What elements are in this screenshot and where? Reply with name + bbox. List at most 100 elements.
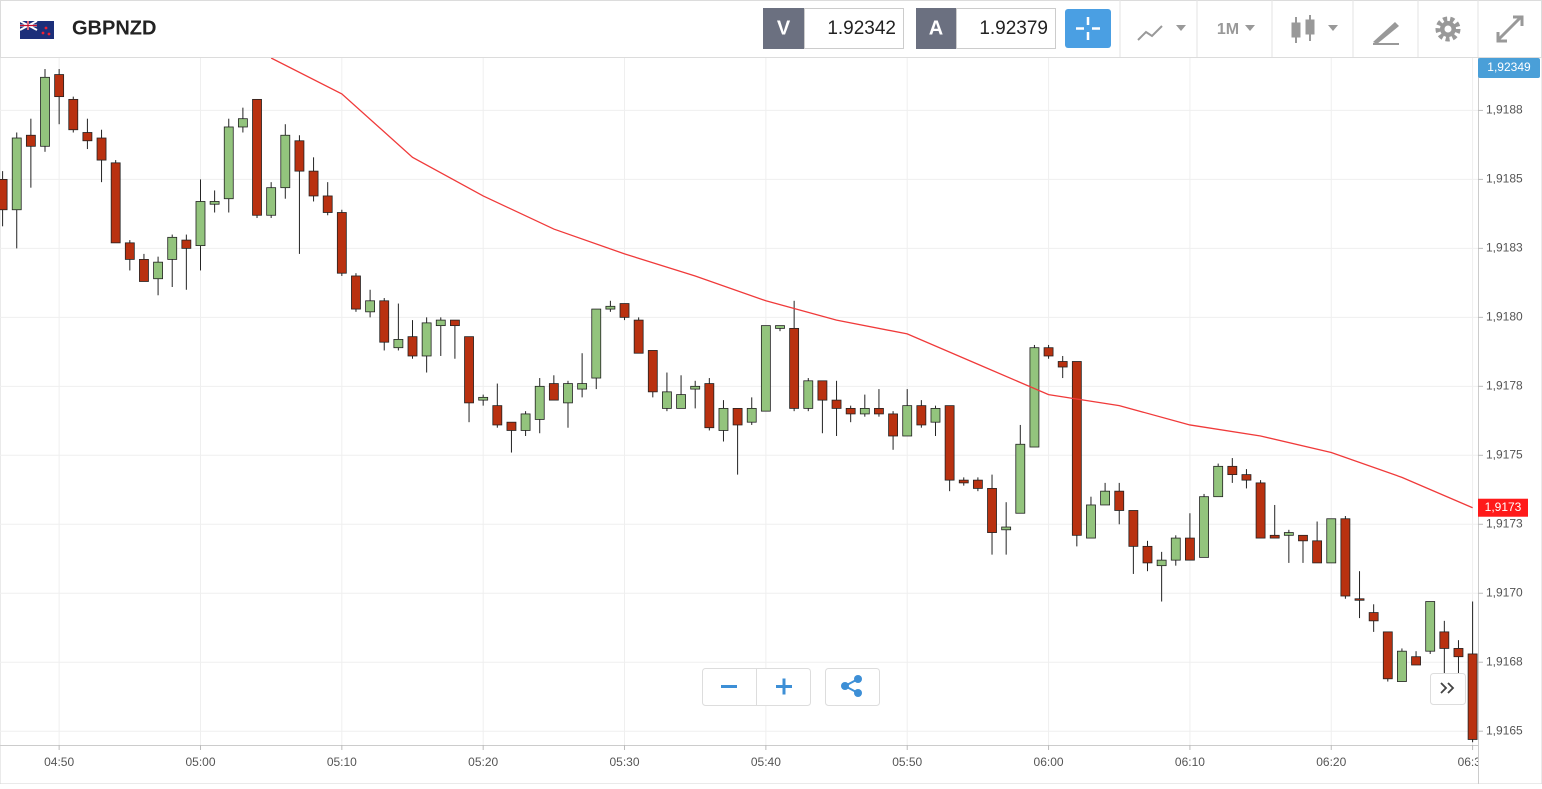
x-tick-label: 06:10 (1175, 755, 1205, 769)
candle-body (209, 201, 220, 205)
x-axis: 04:50 05:00 05:10 05:20 05:30 05:40 05:50 06:00… (44, 745, 1488, 769)
candle-body (393, 339, 404, 349)
candle-body (859, 407, 870, 415)
candle-body (82, 132, 93, 142)
separators (1119, 0, 1479, 57)
candle-body (1015, 443, 1026, 514)
candle-body (1397, 650, 1407, 682)
candle-body (322, 195, 333, 213)
bid-box[interactable] (804, 8, 904, 49)
moving-average (270, 58, 1473, 509)
timeframe-button[interactable]: 1M (1217, 21, 1255, 38)
candle-body (662, 391, 672, 409)
candle-body (266, 187, 277, 216)
candle-body (704, 383, 715, 429)
candle-body (450, 319, 460, 327)
candle-body (676, 394, 686, 409)
symbol: GBPNZD (72, 17, 156, 39)
candle-body (534, 385, 545, 420)
x-tick-label: 06:30 (1458, 755, 1488, 769)
candle-body (1298, 534, 1308, 542)
candle-body (1170, 537, 1181, 561)
candle-body (1086, 504, 1096, 539)
candle-body (577, 383, 588, 390)
candle-body (421, 322, 432, 357)
candle-body (124, 242, 135, 260)
y-tick-label: 1,9175 (1486, 447, 1523, 461)
candle-body (1382, 631, 1393, 680)
candle-body (379, 300, 390, 343)
candle-body (1227, 465, 1238, 476)
flag (19, 20, 54, 39)
candle-body (407, 336, 418, 357)
candle-body (732, 407, 743, 426)
ask-box[interactable] (956, 8, 1056, 49)
zoom-in-button[interactable] (776, 678, 792, 695)
candle-body (1467, 653, 1478, 740)
candle-body (874, 407, 884, 415)
draw-button[interactable] (1373, 22, 1399, 45)
candle-body (690, 385, 701, 390)
y-tick-label: 1,9185 (1486, 172, 1523, 186)
candle-body (153, 261, 163, 280)
candle-body (548, 383, 559, 401)
zoom-controls (702, 668, 1466, 706)
candle-body (1255, 482, 1266, 539)
y-tick-label: 1,9173 (1486, 516, 1523, 530)
last-price-tag (1478, 58, 1540, 78)
candle-body (1453, 648, 1464, 658)
chart-type-button[interactable] (1137, 25, 1186, 41)
x-tick-label: 06:20 (1316, 755, 1346, 769)
candle-body (789, 327, 800, 409)
candle-body (506, 421, 517, 431)
candle-body (1100, 490, 1110, 506)
plot-area (0, 58, 1478, 743)
candle-body (0, 178, 8, 211)
candle-body (845, 407, 856, 415)
candle-body (1043, 347, 1054, 357)
x-tick-label: 06:00 (1034, 755, 1064, 769)
candle-body (803, 380, 814, 409)
candle-body (775, 325, 785, 329)
ask-label: A (929, 17, 943, 39)
crosshair-button[interactable] (1065, 9, 1111, 48)
fullscreen-button[interactable] (1496, 15, 1524, 43)
candle-body (746, 407, 757, 423)
candle-body (237, 118, 248, 128)
settings-button[interactable] (1435, 16, 1461, 42)
candle-body (916, 405, 927, 426)
x-tick-label: 05:00 (185, 755, 215, 769)
candle-body (760, 325, 771, 412)
candle-body (1114, 490, 1125, 511)
share-button[interactable] (825, 668, 880, 706)
candle-body (351, 275, 361, 310)
candle-body (647, 350, 658, 393)
y-tick-label: 1,9183 (1486, 241, 1523, 255)
ma-price-label: 1,9173 (1485, 500, 1522, 514)
scroll-end-button[interactable] (1430, 673, 1466, 705)
candle-body (1029, 347, 1040, 448)
candle-body (68, 98, 79, 131)
candle-body (25, 134, 36, 147)
candle-body (1354, 598, 1365, 601)
candle-style-button[interactable] (1291, 15, 1338, 43)
candle-body (817, 380, 828, 401)
candle-body (1199, 496, 1209, 558)
candle-body (1439, 631, 1450, 649)
candle-body (619, 303, 630, 318)
ask-price: 1.92379 (979, 18, 1048, 39)
last-price-label: 1,92349 (1487, 60, 1531, 74)
candle-body (11, 137, 22, 211)
candle-body (1283, 532, 1294, 536)
candle-body (110, 162, 121, 244)
candle-body (888, 413, 898, 437)
ma-price-tag (1478, 498, 1528, 517)
bid-badge (763, 8, 804, 49)
candle-body (1001, 526, 1012, 531)
x-tick-label: 05:10 (327, 755, 357, 769)
candle-body (563, 383, 573, 404)
candle-body (1142, 545, 1153, 564)
candle-body (223, 126, 234, 200)
candle-body (831, 399, 842, 409)
candle-body (605, 305, 616, 310)
